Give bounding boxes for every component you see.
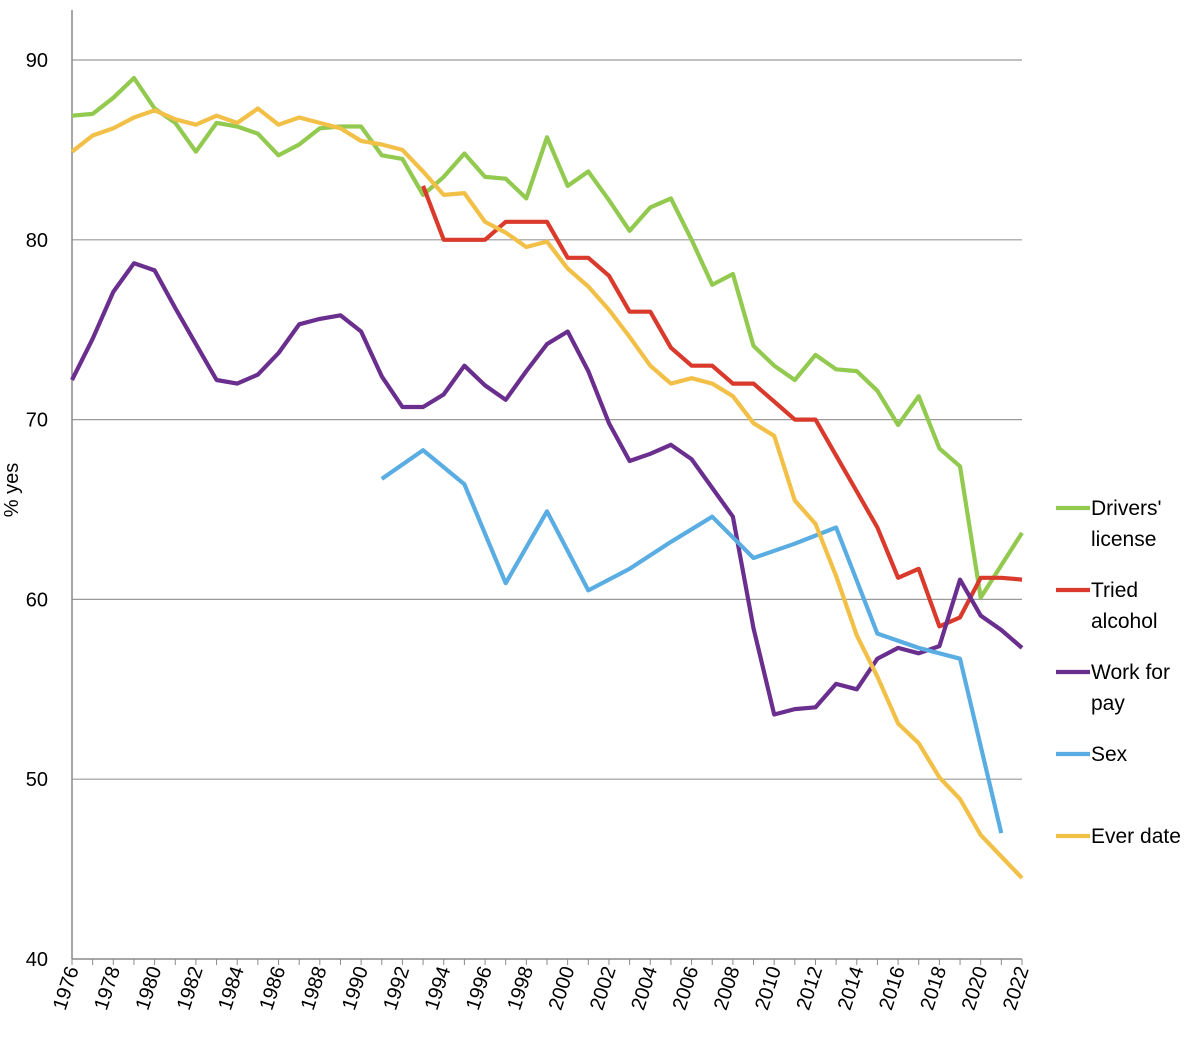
- legend-label-drivers-license: Drivers': [1091, 497, 1162, 520]
- series-line-sex: [380, 448, 1004, 834]
- legend-item-drivers-license: Drivers' license: [1056, 497, 1162, 551]
- legend-item-tried-alcohol: Tried alcohol: [1056, 579, 1158, 633]
- series-line-tried-alcohol: [421, 185, 1023, 629]
- y-tick-label-90: 90: [26, 50, 48, 72]
- y-tick-label-70: 70: [26, 410, 48, 432]
- y-tick-label-80: 80: [26, 230, 48, 252]
- series-line-work-for-pay: [70, 261, 1024, 717]
- axes: [71, 10, 1023, 965]
- y-axis-title: % yes: [1, 463, 23, 517]
- legend-item-work-for-pay: Work for pay: [1056, 661, 1170, 715]
- series-line-drivers-license: [71, 75, 1024, 600]
- y-tick-label-40: 40: [26, 949, 48, 971]
- legend-label-work-for-pay: Work for: [1091, 661, 1170, 684]
- y-tick-label-50: 50: [26, 769, 48, 791]
- legend-label-sex: Sex: [1091, 743, 1128, 766]
- series-line-ever-date: [70, 106, 1024, 880]
- y-tick-labels: 40 50 60 70 80 90: [26, 50, 48, 971]
- legend: Drivers' license Tried alcohol Work for pay Se…: [1056, 497, 1181, 848]
- legend-label-ever-date: Ever date: [1091, 825, 1181, 848]
- legend-label-tried-alcohol: Tried: [1091, 579, 1138, 602]
- legend-label-tried-alcohol-line2: alcohol: [1091, 610, 1158, 633]
- y-tick-label-60: 60: [26, 589, 48, 611]
- series-lines: [70, 75, 1024, 880]
- legend-item-sex: Sex: [1056, 743, 1128, 766]
- legend-item-ever-date: Ever date: [1056, 825, 1181, 848]
- legend-label-work-for-pay-line2: pay: [1091, 692, 1125, 715]
- legend-label-drivers-license-line2: license: [1091, 528, 1156, 551]
